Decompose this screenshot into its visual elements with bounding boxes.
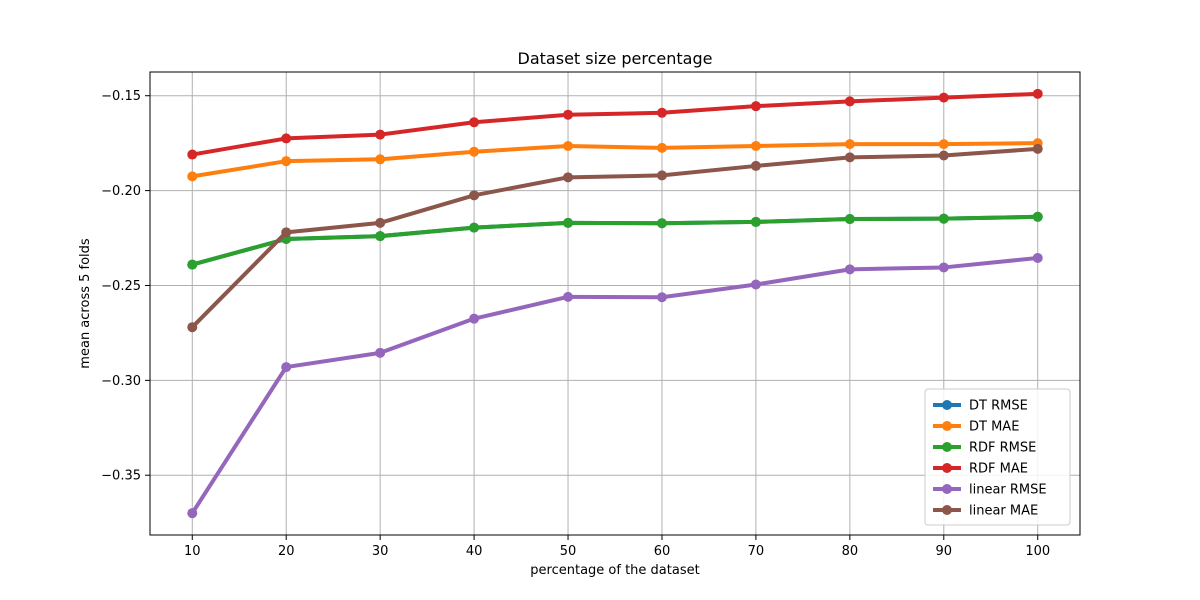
data-point-linear-mae: [1032, 143, 1043, 154]
series-line-linear-rmse: [190, 255, 1040, 516]
data-point-rdf-mae: [375, 129, 386, 140]
data-point-rdf-rmse: [469, 222, 480, 233]
data-point-linear-mae: [750, 160, 761, 171]
legend-marker-linear-mae: [942, 505, 952, 515]
data-point-rdf-mae: [469, 117, 480, 128]
data-point-linear-rmse: [750, 279, 761, 290]
data-point-rdf-rmse: [375, 231, 386, 242]
data-point-dt-mae: [469, 146, 480, 157]
x-tick-label: 20: [278, 544, 295, 559]
data-point-dt-mae: [563, 141, 574, 152]
x-tick-label: 90: [936, 544, 953, 559]
data-point-linear-mae: [938, 150, 949, 161]
y-tick-label: −0.30: [101, 374, 141, 389]
data-point-rdf-mae: [1032, 88, 1043, 99]
data-point-rdf-mae: [281, 133, 292, 144]
data-point-dt-mae: [187, 171, 198, 182]
data-point-rdf-mae: [844, 96, 855, 107]
y-tick-label: −0.15: [101, 89, 141, 104]
data-point-dt-mae: [281, 156, 292, 167]
series-linear-rmse: [187, 252, 1043, 519]
x-tick-label: 30: [372, 544, 389, 559]
data-point-linear-rmse: [281, 362, 292, 373]
data-point-dt-mae: [656, 142, 667, 153]
series-dt-mae: [187, 138, 1043, 182]
data-point-linear-mae: [844, 152, 855, 163]
legend-marker-rdf-rmse: [942, 442, 952, 452]
series-line-rdf-rmse: [190, 214, 1040, 267]
data-point-linear-mae: [469, 190, 480, 201]
legend-label-dt-rmse: DT RMSE: [969, 399, 1028, 414]
data-point-linear-mae: [563, 172, 574, 183]
x-tick-label: 50: [560, 544, 577, 559]
series-line-dt-mae: [190, 141, 1040, 179]
data-point-linear-rmse: [844, 264, 855, 275]
data-point-linear-mae: [375, 217, 386, 228]
x-tick-label: 60: [654, 544, 671, 559]
legend-marker-linear-rmse: [942, 484, 952, 494]
data-point-rdf-rmse: [938, 213, 949, 224]
x-tick-label: 100: [1025, 544, 1050, 559]
data-point-dt-mae: [938, 139, 949, 150]
data-point-rdf-rmse: [656, 218, 667, 229]
series-rdf-rmse: [187, 211, 1043, 270]
data-point-rdf-rmse: [563, 217, 574, 228]
data-point-rdf-rmse: [187, 259, 198, 270]
data-point-rdf-mae: [656, 107, 667, 118]
y-tick-label: −0.25: [101, 279, 141, 294]
data-point-linear-mae: [656, 170, 667, 181]
plot-frame: [149, 71, 1081, 536]
data-point-rdf-mae: [563, 109, 574, 120]
legend-label-linear-mae: linear MAE: [969, 504, 1038, 519]
series-line-linear-mae: [190, 146, 1040, 330]
data-point-dt-mae: [375, 154, 386, 165]
data-point-rdf-mae: [187, 149, 198, 160]
legend: DT RMSE DT MAE RDF RMSE RDF MAE linear RMSE l…: [924, 388, 1071, 526]
data-point-rdf-rmse: [844, 214, 855, 225]
x-tick-label: 70: [748, 544, 765, 559]
legend-label-rdf-rmse: RDF RMSE: [969, 441, 1036, 456]
series-rdf-mae: [187, 88, 1043, 160]
data-point-linear-rmse: [938, 262, 949, 273]
data-point-linear-rmse: [469, 313, 480, 324]
data-point-dt-mae: [844, 139, 855, 150]
series-linear-mae: [187, 143, 1043, 333]
data-point-linear-rmse: [1032, 252, 1043, 263]
data-point-rdf-mae: [938, 92, 949, 103]
x-axis-label: percentage of the dataset: [530, 563, 699, 578]
data-point-linear-rmse: [375, 347, 386, 358]
chart-title: Dataset size percentage: [518, 49, 713, 68]
legend-label-rdf-mae: RDF MAE: [969, 462, 1028, 477]
data-point-linear-rmse: [656, 292, 667, 303]
x-tick-label: 40: [466, 544, 483, 559]
data-point-rdf-rmse: [750, 216, 761, 227]
data-point-linear-mae: [281, 227, 292, 238]
data-point-rdf-mae: [750, 101, 761, 112]
y-tick-label: −0.35: [101, 469, 141, 484]
legend-marker-dt-rmse: [942, 400, 952, 410]
series-layer: [187, 88, 1043, 519]
series-line-rdf-mae: [190, 91, 1040, 157]
x-tick-label: 80: [842, 544, 859, 559]
legend-marker-rdf-mae: [942, 463, 952, 473]
legend-label-dt-mae: DT MAE: [969, 420, 1019, 435]
data-point-dt-mae: [750, 141, 761, 152]
data-point-linear-rmse: [187, 508, 198, 519]
y-tick-label: −0.20: [101, 184, 141, 199]
ticks: 10 20 30 40 50 60 70 80 90 100 −0.35 −0.30 −0.25 −0.2…: [101, 89, 1050, 559]
data-point-rdf-rmse: [1032, 211, 1043, 222]
x-tick-label: 10: [184, 544, 201, 559]
y-axis-label: mean across 5 folds: [78, 238, 93, 369]
data-point-linear-rmse: [563, 291, 574, 302]
legend-box: [924, 388, 1071, 526]
legend-marker-dt-mae: [942, 421, 952, 431]
legend-label-linear-rmse: linear RMSE: [969, 483, 1047, 498]
data-point-linear-mae: [187, 322, 198, 333]
